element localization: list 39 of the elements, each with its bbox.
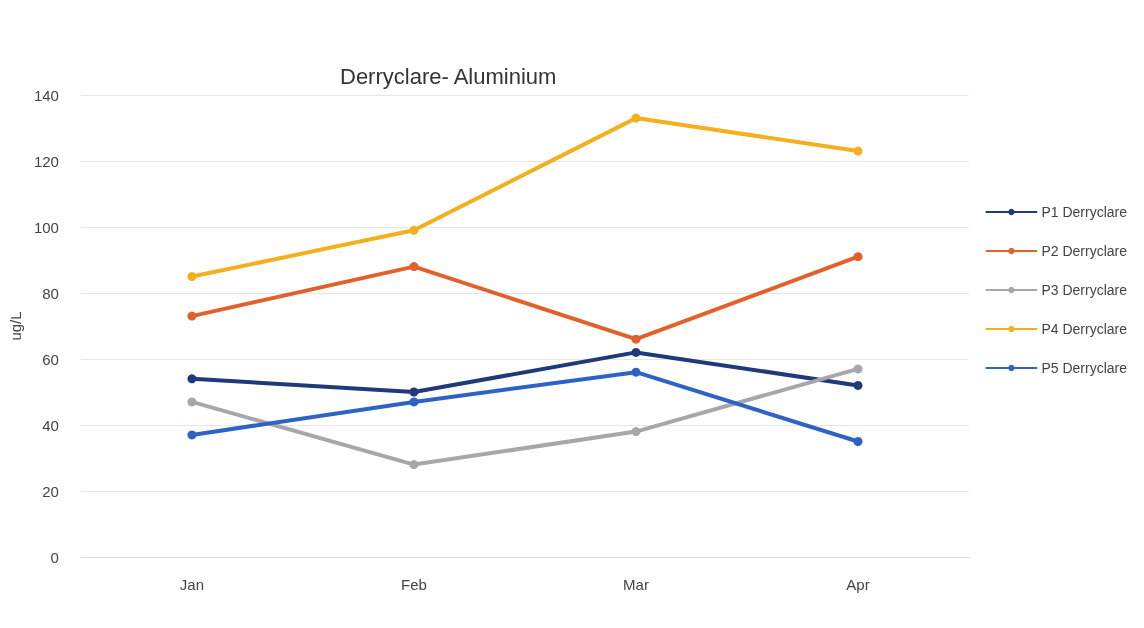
point <box>631 427 641 437</box>
y-tick-label: 100 <box>33 218 59 236</box>
point <box>187 311 197 321</box>
point <box>853 437 863 446</box>
y-tick-label: 40 <box>42 416 59 434</box>
point <box>631 334 641 344</box>
chart-title: Derryclare- Aluminium <box>340 63 557 89</box>
point <box>409 387 419 397</box>
point <box>853 146 863 156</box>
point <box>409 397 419 407</box>
y-tick-label: 120 <box>33 152 59 170</box>
y-tick-label: 60 <box>42 350 59 368</box>
point <box>187 397 197 407</box>
point <box>631 347 641 357</box>
y-axis-title: ug/L <box>7 311 24 341</box>
point <box>409 262 419 272</box>
legend-label: P1 Derryclare <box>1041 204 1128 220</box>
legend-label: P4 Derryclare <box>1041 321 1128 337</box>
y-tick-label: 0 <box>50 548 59 566</box>
point <box>187 272 197 281</box>
point <box>631 367 641 377</box>
point <box>853 380 863 390</box>
x-tick-label: Jan <box>179 576 205 593</box>
point <box>187 430 197 440</box>
legend-label: P5 Derryclare <box>1041 360 1128 376</box>
point <box>187 374 197 384</box>
y-tick-label: 80 <box>42 284 59 302</box>
legend-label: P3 Derryclare <box>1041 282 1128 298</box>
point <box>853 252 863 262</box>
legend-label: P2 Derryclare <box>1041 243 1128 259</box>
x-tick-label: Apr <box>846 576 870 593</box>
point <box>409 225 419 235</box>
point <box>409 460 419 470</box>
x-tick-label: Mar <box>623 576 649 593</box>
x-tick-label: Feb <box>401 576 427 593</box>
y-tick-label: 20 <box>42 482 59 500</box>
point <box>853 364 863 374</box>
y-tick-label: 140 <box>33 86 59 104</box>
point <box>631 113 641 123</box>
